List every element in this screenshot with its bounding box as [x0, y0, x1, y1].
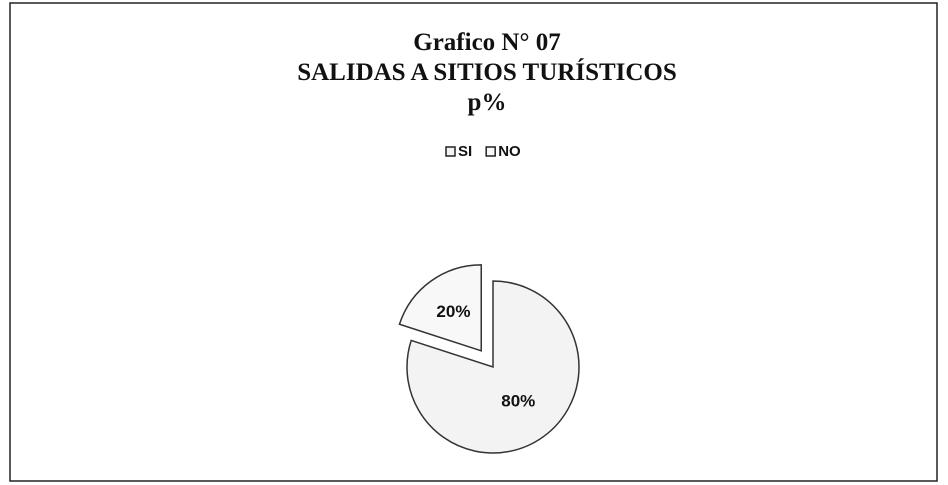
chart-title: Grafico N° 07	[413, 29, 560, 56]
legend-swatch	[485, 146, 496, 157]
pie-slice	[398, 264, 482, 352]
chart-title: p%	[468, 89, 507, 116]
legend-label: NO	[498, 143, 521, 160]
legend-label: SI	[458, 143, 472, 160]
legend-swatch	[445, 146, 456, 157]
pie-slice	[406, 280, 580, 454]
data-label: 20%	[436, 302, 470, 321]
data-label: 80%	[501, 391, 535, 410]
chart-title: SALIDAS A SITIOS TURÍSTICOS	[297, 58, 677, 86]
